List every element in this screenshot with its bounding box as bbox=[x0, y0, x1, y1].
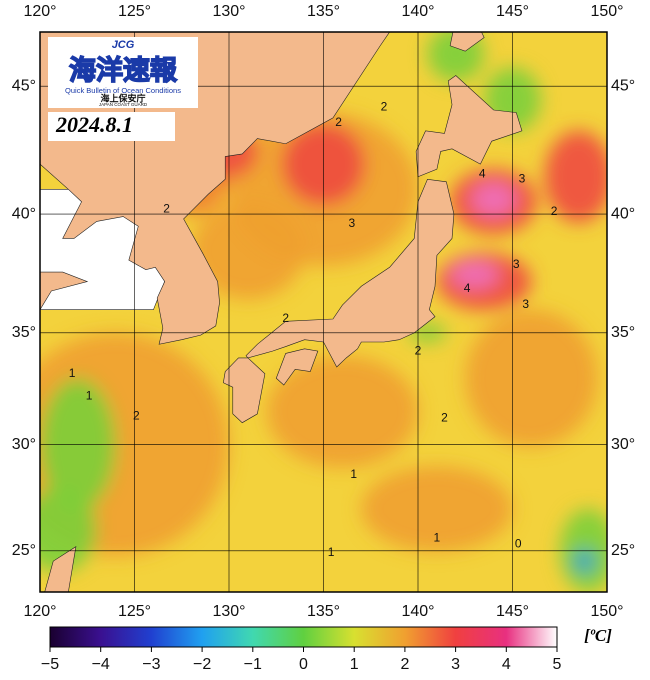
x-tick-label: 150° bbox=[590, 603, 623, 620]
contour-label: 4 bbox=[479, 166, 486, 180]
contour-label: 3 bbox=[349, 216, 356, 230]
y-tick-label: 40° bbox=[12, 205, 36, 222]
x-tick-label: 125° bbox=[118, 3, 151, 20]
colorbar-unit: [ºC] bbox=[584, 626, 612, 645]
logo-agency-en: JAPAN COAST GUARD bbox=[99, 102, 148, 107]
x-tick-label: 150° bbox=[590, 3, 623, 20]
contour-label: 1 bbox=[69, 366, 76, 380]
land-honshu bbox=[245, 178, 455, 368]
contour-label: 1 bbox=[434, 530, 441, 544]
land-taiwan bbox=[44, 545, 77, 592]
contour-label: 2 bbox=[551, 204, 558, 218]
x-tick-label: 135° bbox=[307, 3, 340, 20]
colorbar-tick-label: 0 bbox=[299, 656, 308, 673]
anomaly-area bbox=[465, 309, 598, 447]
y-tick-label: 45° bbox=[12, 77, 36, 94]
anomaly-area bbox=[191, 201, 305, 300]
x-tick-label: 130° bbox=[212, 603, 245, 620]
colorbar-tick-label: 4 bbox=[502, 656, 511, 673]
contour-label: 0 bbox=[515, 537, 522, 551]
y-tick-label: 35° bbox=[12, 324, 36, 341]
anomaly-area bbox=[450, 260, 500, 289]
colorbar-tick-label: −5 bbox=[41, 656, 59, 673]
anomaly-area bbox=[361, 466, 513, 552]
logo-badge: JCG bbox=[112, 39, 135, 51]
y-tick-label: 40° bbox=[611, 205, 635, 222]
contour-label: 2 bbox=[415, 343, 422, 357]
contour-label: 1 bbox=[328, 545, 335, 559]
logo-subtitle: Quick Bulletin of Ocean Conditions bbox=[65, 86, 181, 95]
anomaly-area bbox=[470, 181, 517, 217]
map-frame bbox=[39, 31, 608, 593]
colorbar-tick-label: −4 bbox=[92, 656, 110, 673]
logo-bg bbox=[48, 37, 198, 108]
y-tick-label: 30° bbox=[12, 436, 36, 453]
y-tick-label: 35° bbox=[611, 324, 635, 341]
colorbar-tick-label: 5 bbox=[553, 656, 562, 673]
logo-title: 海洋速報 bbox=[69, 55, 178, 87]
contour-label: 3 bbox=[522, 297, 529, 311]
colorbar-tick-label: 2 bbox=[400, 656, 409, 673]
land-shikoku bbox=[275, 348, 319, 386]
land-kyushu bbox=[222, 357, 266, 424]
contour-label: 3 bbox=[513, 257, 520, 271]
anomaly-area bbox=[572, 548, 596, 574]
land-hokkaido bbox=[415, 75, 523, 178]
logo: JCG 海洋速報 Quick Bulletin of Ocean Conditi… bbox=[48, 37, 198, 108]
x-tick-label: 130° bbox=[212, 3, 245, 20]
y-tick-label: 25° bbox=[12, 542, 36, 559]
x-tick-label: 125° bbox=[118, 603, 151, 620]
date-bg bbox=[48, 112, 175, 141]
contour-label: 2 bbox=[282, 311, 289, 325]
y-tick-label: 25° bbox=[611, 542, 635, 559]
x-tick-label: 140° bbox=[401, 603, 434, 620]
contour-label: 3 bbox=[519, 171, 526, 185]
contour-label: 2 bbox=[335, 115, 342, 129]
anomaly-area bbox=[544, 130, 607, 223]
colorbar bbox=[49, 626, 558, 648]
colorbar-tick-label: 1 bbox=[350, 656, 359, 673]
colorbar-tick-label: 3 bbox=[451, 656, 460, 673]
x-tick-label: 120° bbox=[23, 603, 56, 620]
land-sakhalin bbox=[449, 32, 485, 52]
contour-label: 4 bbox=[464, 281, 471, 295]
x-tick-label: 120° bbox=[23, 3, 56, 20]
colorbar-tick-label: −2 bbox=[193, 656, 211, 673]
x-tick-label: 140° bbox=[401, 3, 434, 20]
x-tick-label: 135° bbox=[307, 603, 340, 620]
contour-label: 1 bbox=[86, 388, 93, 402]
y-tick-label: 45° bbox=[611, 77, 635, 94]
contour-label: 2 bbox=[381, 100, 388, 114]
date: 2024.8.1 bbox=[55, 112, 133, 137]
contour-label: 2 bbox=[163, 201, 170, 215]
anomaly-area bbox=[266, 355, 418, 468]
land-shandong bbox=[40, 271, 89, 311]
colorbar-tick-label: −1 bbox=[244, 656, 262, 673]
contour-label: 2 bbox=[133, 408, 140, 422]
map bbox=[40, 32, 607, 592]
logo-agency: 海上保安庁 bbox=[100, 93, 145, 105]
contour-label: 1 bbox=[350, 467, 357, 481]
colorbar-tick-label: −3 bbox=[142, 656, 160, 673]
x-tick-label: 145° bbox=[496, 3, 529, 20]
y-tick-label: 30° bbox=[611, 436, 635, 453]
x-tick-label: 145° bbox=[496, 603, 529, 620]
land-asia bbox=[40, 32, 390, 345]
contour-label: 2 bbox=[441, 410, 448, 424]
